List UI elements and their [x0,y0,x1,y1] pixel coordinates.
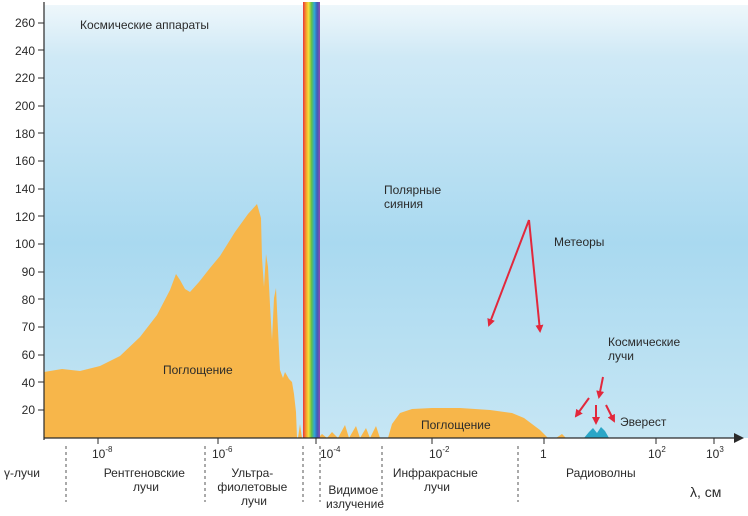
band-label-uv: Ультра- фиолетовые лучи [217,466,290,508]
label-aurora: Полярные сияния [384,183,444,211]
label-cosmic-rays: Космические лучи [608,335,684,363]
y-tick-label: 120 [15,210,35,224]
cosmic-ray-arrow [596,376,605,399]
meteor-arrows [487,219,544,333]
band-label-gamma: γ-лучи [4,466,40,480]
x-tick-label: 10-4 [320,445,341,461]
x-tick-label: 10-2 [429,445,450,461]
y-tick-label: 60 [22,348,36,362]
y-tick-label: 140 [15,182,35,196]
label-spacecraft: Космические аппараты [80,18,209,32]
y-tick-label: 260 [15,16,35,30]
absorption-area-visible-gap [298,424,302,438]
y-tick-label: 70 [22,320,36,334]
y-tick-label: 40 [22,376,36,390]
cosmic-ray-arrows [574,376,615,425]
cosmic-ray-arrow [574,397,590,418]
x-axis-unit: λ, см [690,484,721,500]
label-absorption-left: Поглощение [163,363,233,377]
band-label-xray: Рентгеновские лучи [104,466,189,494]
band-label-radio: Радиоволны [566,466,636,480]
y-tick-label: 90 [22,265,36,279]
y-tick-marks [38,22,44,411]
absorption-bump-radio [556,434,566,438]
label-absorption-right: Поглощение [421,418,491,432]
y-tick-label: 80 [22,293,36,307]
band-label-visible: Видимое излучение [326,483,384,511]
x-axis-arrowhead [734,433,744,443]
meteor-arrow [528,219,544,333]
y-tick-label: 160 [15,154,35,168]
x-tick-label: 10-6 [212,445,233,461]
everest-mountain [584,427,609,438]
y-tick-labels: 20 40 60 70 80 90 100 120 140 160 180 20… [15,16,35,417]
absorption-area-right [318,408,548,438]
y-tick-label: 240 [15,44,35,58]
cosmic-ray-arrow [605,404,615,423]
x-tick-marks [97,438,715,444]
y-tick-label: 220 [15,71,35,85]
visible-spectrum-stripe [303,2,320,438]
absorption-area-left [44,204,297,438]
y-tick-label: 200 [15,99,35,113]
label-meteors: Метеоры [554,235,604,249]
x-tick-label: 1 [540,447,547,461]
y-tick-label: 180 [15,127,35,141]
band-label-infrared: Инфракрасные лучи [393,466,481,494]
label-everest: Эверест [620,415,667,429]
x-tick-label: 103 [706,445,724,461]
y-tick-label: 100 [15,237,35,251]
x-tick-label: 102 [648,445,666,461]
y-tick-label: 20 [22,403,36,417]
meteor-arrow [487,219,530,327]
x-tick-label: 10-8 [92,445,113,461]
